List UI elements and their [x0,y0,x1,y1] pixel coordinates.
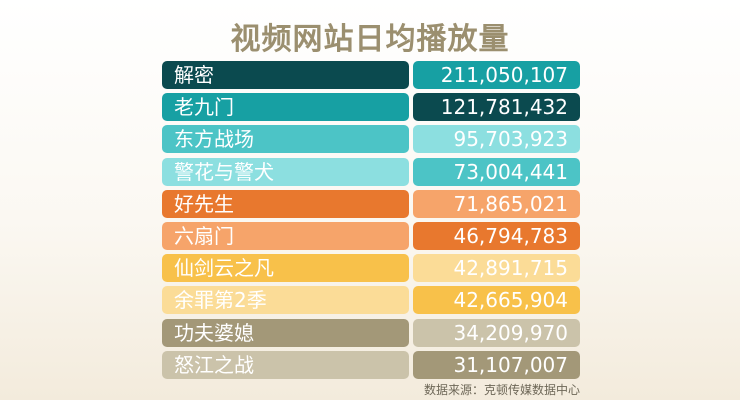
table-row: 仙剑云之凡 42,891,715 [162,254,580,283]
chart-title: 视频网站日均播放量 [230,22,510,57]
play-count-cell: 46,794,783 [413,222,580,250]
show-name-cell: 功夫婆媳 [162,318,409,347]
play-count-cell: 121,781,432 [413,93,580,122]
show-name-cell: 六扇门 [162,222,409,250]
show-name-cell: 东方战场 [162,125,409,154]
table-row: 警花与警犬 73,004,441 [162,157,580,186]
show-name-cell: 仙剑云之凡 [162,254,409,283]
play-count-cell: 71,865,021 [413,189,580,218]
show-name-cell: 好先生 [162,189,409,218]
ranking-table: 解密 211,050,107 老九门 121,781,432 东方战场 95,703,92… [162,61,580,379]
play-count-cell: 42,665,904 [413,286,580,315]
play-count-cell: 34,209,970 [413,318,580,347]
show-name-cell: 老九门 [162,93,409,122]
table-row: 余罪第2季 42,665,904 [162,286,580,315]
show-name-cell: 解密 [162,61,409,89]
show-name-cell: 警花与警犬 [162,157,409,186]
table-row: 老九门 121,781,432 [162,93,580,122]
show-name-cell: 余罪第2季 [162,286,409,315]
table-row: 解密 211,050,107 [162,61,580,89]
play-count-cell: 95,703,923 [413,125,580,154]
table-row: 好先生 71,865,021 [162,189,580,218]
table-row: 东方战场 95,703,923 [162,125,580,154]
play-count-cell: 31,107,007 [413,350,580,379]
play-count-cell: 42,891,715 [413,254,580,283]
play-count-cell: 73,004,441 [413,157,580,186]
play-count-cell: 211,050,107 [413,61,580,89]
source-note: 数据来源：克顿传媒数据中心 [423,383,580,397]
table-row: 六扇门 46,794,783 [162,222,580,250]
table-row: 怒江之战 31,107,007 [162,350,580,379]
show-name-cell: 怒江之战 [162,350,409,379]
table-row: 功夫婆媳 34,209,970 [162,318,580,347]
